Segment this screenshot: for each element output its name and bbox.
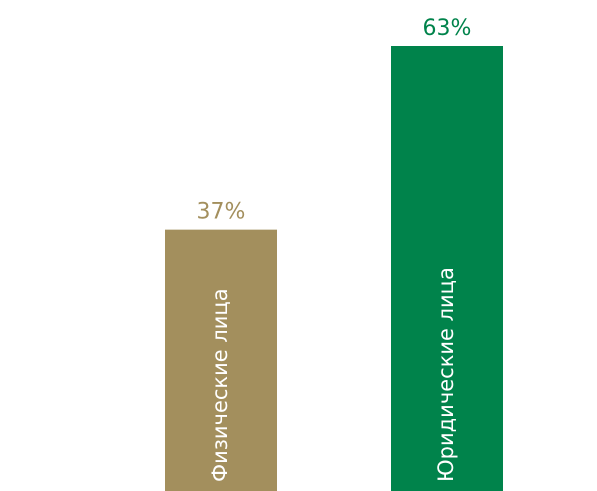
category-label-legal-entities: Юридические лица <box>434 267 458 482</box>
category-label-individuals: Физические лица <box>208 288 232 482</box>
bars-group: 37% Физические лица 63% Юридические лица <box>165 16 503 491</box>
value-label-individuals: 37% <box>197 200 246 225</box>
value-label-legal-entities: 63% <box>423 16 472 41</box>
